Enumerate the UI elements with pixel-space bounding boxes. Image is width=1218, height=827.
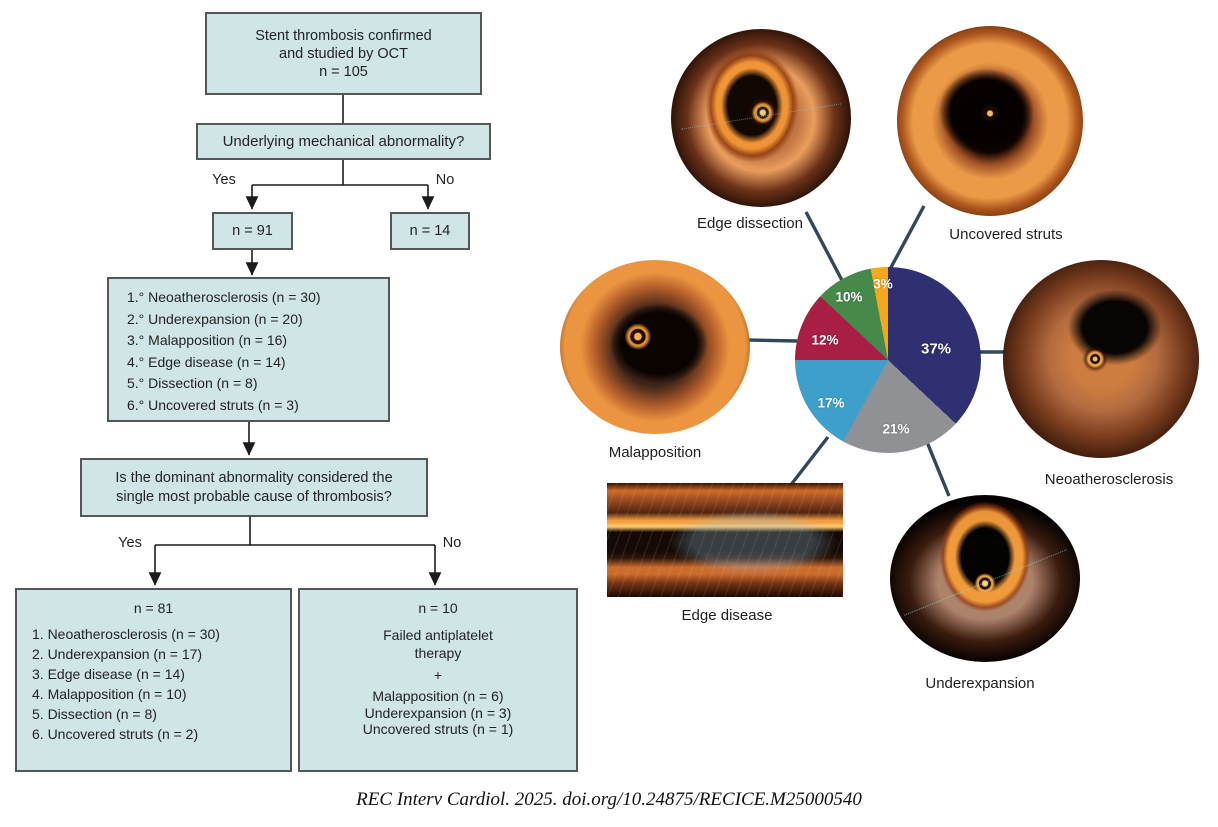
question-2-line-2: single most probable cause of thrombosis… [116, 488, 392, 505]
n91-text: n = 91 [232, 223, 273, 239]
dominant-item: 1. Neoatherosclerosis (n = 30) [32, 626, 220, 642]
oct-image-malapposition [560, 260, 750, 434]
pie-slice-label-underexpansion: 21% [882, 421, 910, 437]
branch2-yes-label: Yes [118, 535, 142, 551]
flow-box-failed-antiplatelet: n = 10 Failed antiplatelet therapy + Mal… [298, 588, 578, 772]
pie-slice-label-neoatherosclerosis: 37% [920, 340, 952, 358]
oct-label-neoatherosclerosis: Neoatherosclerosis [1044, 471, 1174, 488]
pie-slice-label-uncovered-struts: 3% [873, 276, 893, 292]
ranked-item: 6.° Uncovered struts (n = 3) [127, 396, 299, 413]
oct-label-uncovered-struts: Uncovered struts [949, 226, 1063, 243]
pie-slice-label-edge-dissection: 10% [835, 289, 863, 305]
ranked-item: 2.° Underexpansion (n = 20) [127, 310, 303, 327]
pie-slice-label-edge-disease: 17% [817, 395, 845, 411]
question-1-text: Underlying mechanical abnormality? [222, 133, 465, 150]
failed-item: Malapposition (n = 6) [372, 688, 504, 704]
start-line-1: Stent thrombosis confirmed [255, 27, 432, 44]
failed-item: Underexpansion (n = 3) [364, 704, 512, 721]
dominant-item: 4. Malapposition (n = 10) [32, 686, 187, 702]
n14-text: n = 14 [409, 223, 451, 239]
branch2-no-label: No [442, 535, 462, 551]
citation: REC Interv Cardiol. 2025. doi.org/10.248… [356, 789, 862, 810]
failed-item: Uncovered struts (n = 1) [362, 721, 514, 737]
oct-image-neoatherosclerosis [1003, 260, 1199, 458]
flow-box-ranked-abnormalities: 1.° Neoatherosclerosis (n = 30) 2.° Unde… [107, 277, 390, 422]
flow-box-start: Stent thrombosis confirmed and studied b… [205, 12, 482, 95]
dominant-item: 3. Edge disease (n = 14) [32, 666, 185, 682]
flow-box-n14: n = 14 [390, 212, 470, 250]
flow-box-question-1: Underlying mechanical abnormality? [196, 123, 491, 160]
start-line-2: and studied by OCT [279, 45, 408, 62]
failed-line-2: therapy [414, 645, 462, 661]
oct-label-malapposition: Malapposition [608, 444, 702, 461]
failed-count: n = 10 [418, 600, 458, 616]
pie-slice-label-malapposition: 12% [811, 332, 839, 348]
dominant-item: 5. Dissection (n = 8) [32, 706, 157, 722]
oct-image-uncovered-struts [897, 26, 1083, 216]
ranked-item: 1.° Neoatherosclerosis (n = 30) [127, 289, 321, 305]
ranked-item: 4.° Edge disease (n = 14) [127, 353, 286, 370]
oct-image-edge-disease [607, 483, 843, 597]
oct-label-edge-disease: Edge disease [681, 607, 773, 624]
dominant-count: n = 81 [133, 600, 174, 616]
dominant-item: 2. Underexpansion (n = 17) [32, 646, 203, 662]
oct-label-edge-dissection: Edge dissection [697, 215, 803, 232]
pie-chart [795, 267, 981, 453]
start-count: n = 105 [319, 63, 368, 80]
oct-image-underexpansion [890, 495, 1080, 662]
question-2-line-1: Is the dominant abnormality considered t… [115, 469, 393, 486]
oct-label-underexpansion: Underexpansion [925, 675, 1035, 692]
flow-box-dominant-cause: n = 81 1. Neoatherosclerosis (n = 30) 2.… [15, 588, 292, 772]
ranked-item: 3.° Malapposition (n = 16) [127, 332, 288, 348]
dominant-item: 6. Uncovered struts (n = 2) [32, 726, 199, 742]
flow-box-question-2: Is the dominant abnormality considered t… [80, 458, 428, 517]
branch1-yes-label: Yes [212, 172, 236, 188]
ranked-item: 5.° Dissection (n = 8) [127, 375, 258, 391]
oct-image-edge-dissection [671, 29, 851, 207]
plus-sign: + [433, 667, 443, 683]
flow-box-n91: n = 91 [212, 212, 293, 250]
failed-line-1: Failed antiplatelet [383, 627, 493, 643]
branch1-no-label: No [435, 172, 455, 188]
